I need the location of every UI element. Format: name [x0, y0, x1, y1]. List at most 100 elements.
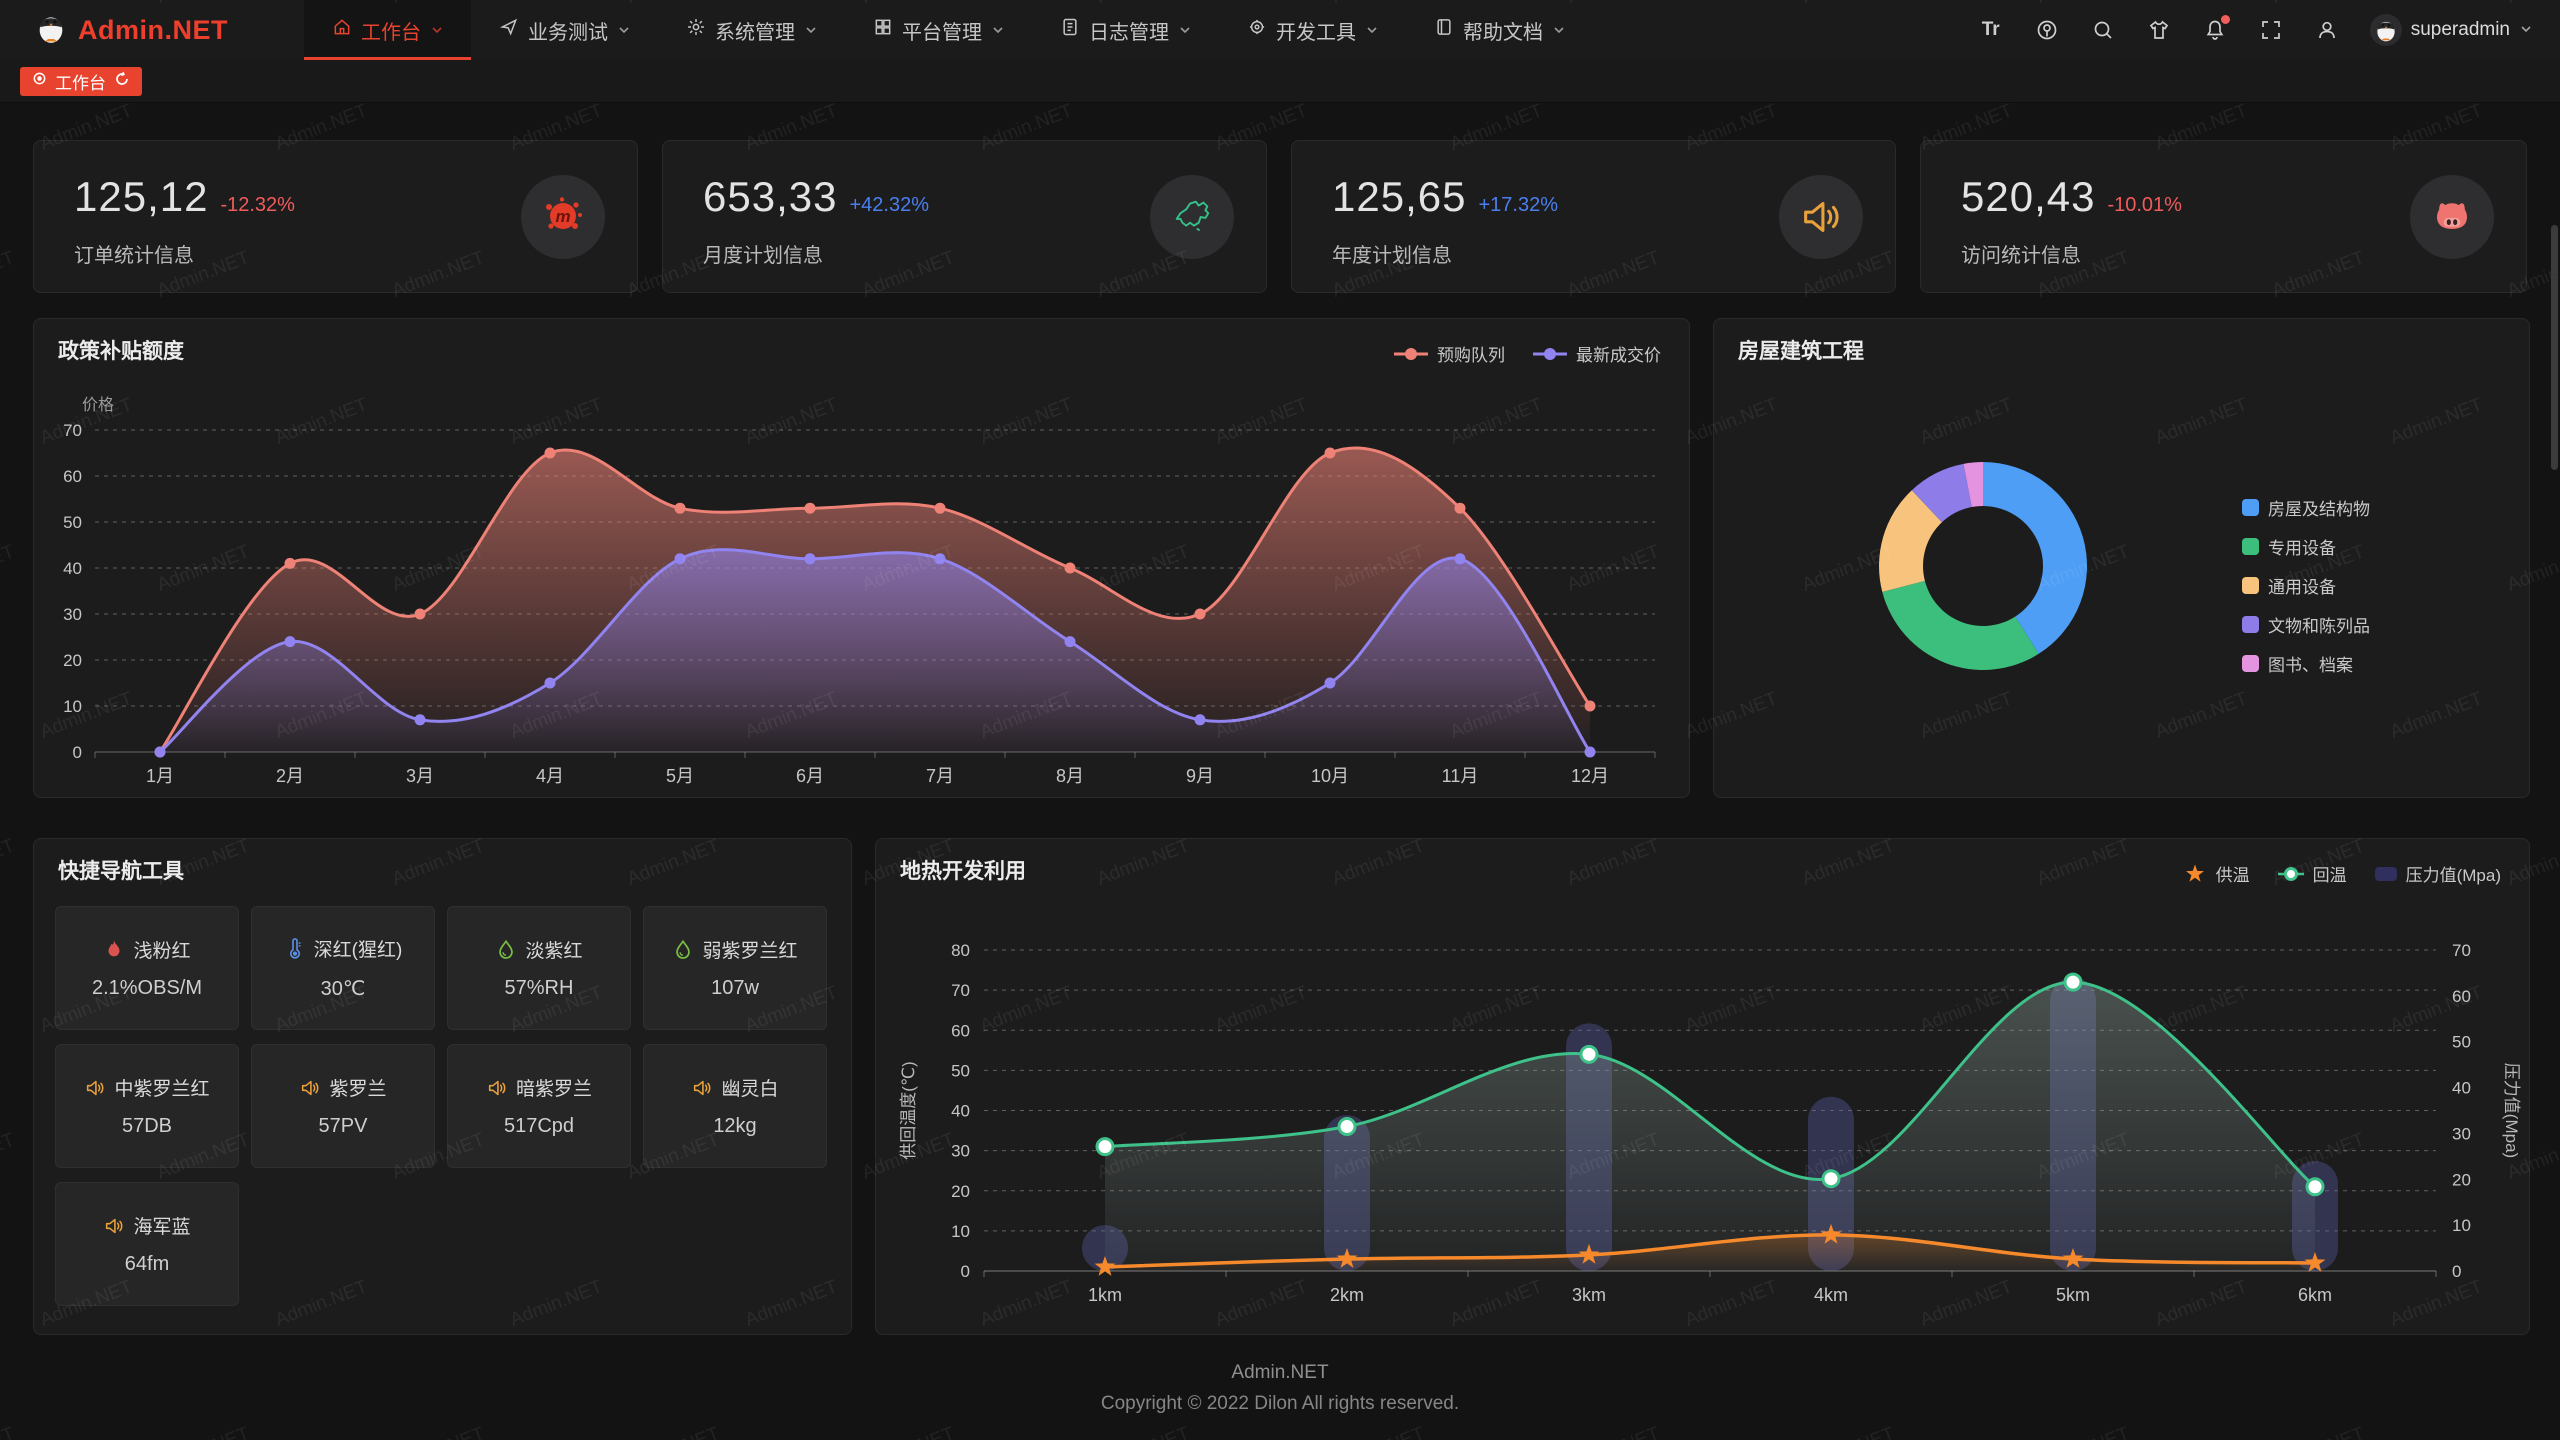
tab-label: 工作台	[55, 73, 106, 93]
legend-item[interactable]: 文物和陈列品	[2242, 612, 2370, 637]
stat-label: 月度计划信息	[703, 245, 823, 267]
geothermal-chart-legend: 供温 回温 压力值(Mpa)	[2183, 861, 2501, 886]
chevron-down-icon	[618, 19, 630, 42]
search-icon[interactable]	[2090, 17, 2116, 43]
legend-item[interactable]: 图书、档案	[2242, 651, 2353, 676]
svg-text:40: 40	[2452, 1079, 2471, 1098]
legend-item[interactable]: 供温	[2183, 861, 2250, 886]
tile-value: 12kg	[713, 1115, 757, 1137]
menu-item-dev-tools[interactable]: 开发工具	[1219, 0, 1406, 60]
menu-item-label: 业务测试	[528, 21, 608, 44]
quick-nav-tile[interactable]: 深红(猩红) 30℃	[251, 906, 435, 1030]
speaker-icon	[1779, 174, 1863, 259]
send-icon	[499, 17, 519, 43]
legend-label: 最新成交价	[1576, 346, 1661, 365]
chevron-down-icon	[431, 19, 443, 42]
svg-text:5月: 5月	[666, 766, 694, 786]
stat-card-orders: 125,12 -12.32% 订单统计信息 m	[33, 140, 638, 293]
speaker-icon	[691, 1077, 713, 1099]
china-map-icon	[1150, 174, 1234, 259]
svg-text:0: 0	[2452, 1262, 2461, 1281]
gear-icon	[686, 17, 706, 43]
quick-nav-tile[interactable]: 弱紫罗兰红 107w	[643, 906, 827, 1030]
housing-chart-canvas[interactable]	[1714, 319, 2529, 797]
donut-slice[interactable]	[1879, 490, 1942, 592]
notification-badge	[2220, 15, 2230, 24]
svg-text:6月: 6月	[796, 766, 824, 786]
legend-item[interactable]: 通用设备	[2242, 573, 2336, 598]
geothermal-chart-canvas[interactable]: 80 70 60 50 40 30 20 10 0 70 60 50 40 30 20 10 0 1km 2km 3k…	[876, 909, 2529, 1314]
quick-nav-tile[interactable]: 海军蓝 64fm	[55, 1182, 239, 1306]
quick-nav-tile[interactable]: 紫罗兰 57PV	[251, 1044, 435, 1168]
donut-slice[interactable]	[1882, 580, 2039, 671]
svg-text:2月: 2月	[276, 766, 304, 786]
svg-text:8月: 8月	[1056, 766, 1084, 786]
svg-text:50: 50	[63, 513, 82, 532]
legend-item[interactable]: 压力值(Mpa)	[2374, 861, 2501, 886]
menu-item-help-docs[interactable]: 帮助文档	[1406, 0, 1593, 60]
svg-text:30: 30	[2452, 1124, 2471, 1143]
main-menu: 工作台 业务测试 系统管理 平台管理 日志管理	[304, 0, 1593, 60]
language-icon[interactable]	[2034, 17, 2060, 43]
menu-item-workbench[interactable]: 工作台	[304, 0, 471, 60]
quick-nav-tile[interactable]: 浅粉红 2.1%OBS/M	[55, 906, 239, 1030]
notification-icon[interactable]	[2202, 15, 2230, 43]
svg-text:0: 0	[73, 743, 82, 762]
svg-text:6km: 6km	[2298, 1285, 2332, 1305]
svg-text:2km: 2km	[1330, 1285, 1364, 1305]
scrollbar-thumb[interactable]	[2551, 225, 2558, 470]
chart-title: 地热开发利用	[900, 860, 1026, 883]
grid-icon	[873, 17, 893, 43]
legend-item[interactable]: 最新成交价	[1533, 341, 1661, 366]
user-menu[interactable]: superadmin	[2369, 14, 2532, 46]
donut-slice[interactable]	[1983, 462, 2088, 654]
stat-value: 520,43	[1961, 173, 2096, 220]
legend-swatch	[2242, 577, 2259, 594]
font-size-icon-label: Tr	[1981, 19, 2000, 40]
legend-item[interactable]: 房屋及结构物	[2242, 495, 2370, 520]
home-icon	[332, 17, 352, 43]
quick-nav-tile[interactable]: 中紫罗兰红 57DB	[55, 1044, 239, 1168]
svg-text:20: 20	[2452, 1170, 2471, 1189]
svg-text:10: 10	[951, 1222, 970, 1241]
menu-item-log-admin[interactable]: 日志管理	[1032, 0, 1219, 60]
legend-item[interactable]: 专用设备	[2242, 534, 2336, 559]
fullscreen-icon[interactable]	[2258, 17, 2284, 43]
svg-text:30: 30	[63, 605, 82, 624]
tile-value: 30℃	[320, 978, 366, 1000]
user-icon[interactable]	[2314, 17, 2340, 43]
refresh-icon[interactable]	[114, 71, 130, 92]
navbar-actions: Tr superadmin	[1978, 0, 2560, 60]
donut-slice[interactable]	[1963, 462, 1983, 508]
theme-icon[interactable]	[2146, 17, 2172, 43]
stat-value: 125,65	[1332, 173, 1467, 220]
chart-title: 政策补贴额度	[58, 340, 184, 363]
cat-icon	[2410, 174, 2494, 259]
legend-label: 房屋及结构物	[2268, 500, 2370, 519]
tile-header: 淡紫红	[495, 936, 583, 963]
svg-text:10: 10	[2452, 1216, 2471, 1235]
policy-chart-canvas[interactable]: 70 60 50 40 30 20 10 0 1月 2月 3月 4月 5月 6月 7月 8月 9月 10月 11月 1…	[34, 389, 1689, 794]
stat-label: 订单统计信息	[74, 245, 194, 267]
legend-item[interactable]: 预购队列	[1394, 341, 1505, 366]
legend-label: 预购队列	[1437, 346, 1505, 365]
tile-name: 浅粉红	[133, 941, 191, 962]
font-size-icon[interactable]: Tr	[1978, 17, 2004, 43]
chevron-down-icon	[1553, 19, 1565, 42]
tile-value: 2.1%OBS/M	[91, 977, 203, 999]
app-logo[interactable]: Admin.NET	[0, 0, 304, 60]
quick-nav-tile[interactable]: 幽灵白 12kg	[643, 1044, 827, 1168]
stat-label: 访问统计信息	[1961, 245, 2081, 267]
menu-item-platform-admin[interactable]: 平台管理	[845, 0, 1032, 60]
footer-app-name: Admin.NET	[1231, 1362, 1329, 1383]
legend-item[interactable]: 回温	[2277, 861, 2347, 886]
tab-workbench[interactable]: 工作台	[20, 66, 142, 96]
menu-item-business-test[interactable]: 业务测试	[471, 0, 658, 60]
menu-item-system-admin[interactable]: 系统管理	[658, 0, 845, 60]
svg-text:30: 30	[951, 1142, 970, 1161]
svg-text:10: 10	[63, 697, 82, 716]
quick-nav-tile[interactable]: 淡紫红 57%RH	[447, 906, 631, 1030]
quick-nav-tile[interactable]: 暗紫罗兰 517Cpd	[447, 1044, 631, 1168]
donut-slice[interactable]	[1911, 463, 1972, 523]
